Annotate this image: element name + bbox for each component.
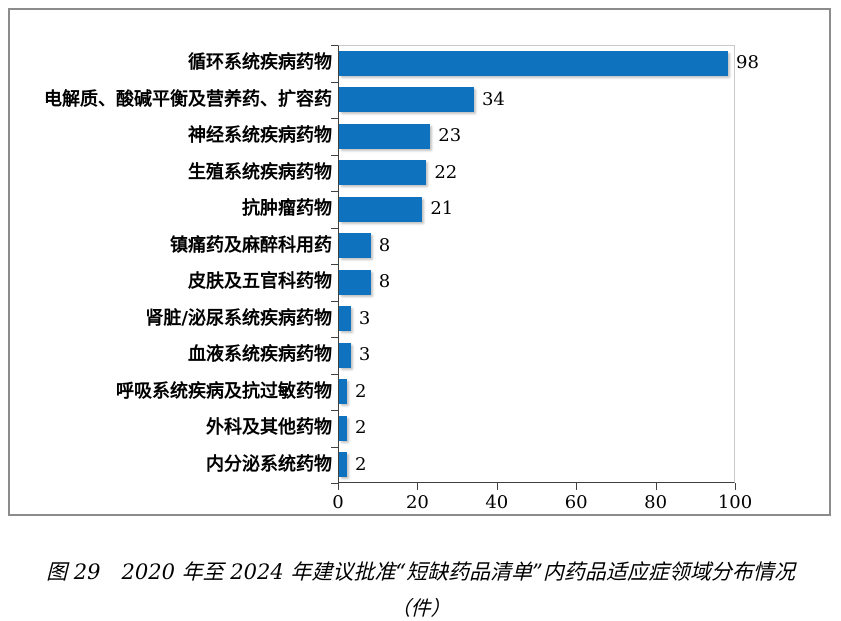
y-axis-tick — [331, 301, 338, 302]
bar-row: 肾脏/泌尿系统疾病药物 3 — [10, 301, 829, 338]
y-axis-tick — [331, 45, 338, 46]
y-axis-tick — [331, 374, 338, 375]
bar — [339, 415, 347, 441]
chart-frame: 循环系统疾病药物 98 电解质、酸碱平衡及营养药、扩容药 34 神经系统疾病药物 23 生殖… — [8, 8, 831, 516]
bar — [339, 379, 347, 405]
value-label: 8 — [378, 271, 391, 292]
y-axis-tick — [331, 118, 338, 119]
y-axis-tick — [331, 264, 338, 265]
category-label: 神经系统疾病药物 — [188, 125, 332, 146]
category-label: 外科及其他药物 — [206, 417, 332, 438]
category-label: 镇痛药及麻醉科用药 — [170, 234, 332, 256]
bar — [339, 233, 371, 259]
bar — [339, 123, 431, 149]
bar — [339, 269, 371, 295]
bar-row: 神经系统疾病药物 23 — [10, 118, 829, 155]
bar-row: 血液系统疾病药物 3 — [10, 337, 829, 374]
x-axis-tick — [417, 483, 419, 490]
y-axis-tick — [331, 191, 338, 192]
bar-row: 电解质、酸碱平衡及营养药、扩容药 34 — [10, 82, 829, 119]
x-tick-label: 20 — [405, 492, 429, 513]
plot-area — [338, 45, 735, 483]
category-label: 内分泌系统药物 — [206, 453, 332, 475]
bar — [339, 342, 351, 368]
x-axis-tick — [735, 483, 736, 490]
bar — [339, 160, 427, 186]
value-label: 8 — [378, 234, 391, 256]
category-label: 皮肤及五官科药物 — [188, 271, 332, 292]
x-axis-tick — [338, 483, 339, 490]
value-label: 34 — [481, 88, 505, 110]
value-label: 22 — [434, 161, 458, 183]
bar-row: 外科及其他药物 2 — [10, 410, 829, 447]
value-label: 98 — [736, 52, 759, 73]
x-tick-label: 100 — [717, 492, 753, 513]
y-axis-tick — [331, 82, 338, 83]
category-label: 抗肿瘤药物 — [242, 198, 332, 219]
figure-caption: 图 29 2020 年至 2024 年建议批准“短缺药品清单”内药品适应症领域分… — [46, 560, 795, 584]
x-axis-tick — [496, 483, 498, 490]
x-tick-label: 60 — [564, 492, 588, 513]
category-label: 肾脏/泌尿系统疾病药物 — [145, 307, 332, 329]
y-axis-tick — [331, 483, 338, 484]
bar — [339, 87, 474, 113]
y-axis-tick — [331, 410, 338, 411]
category-label: 电解质、酸碱平衡及营养药、扩容药 — [44, 88, 332, 110]
x-axis-tick — [576, 483, 578, 490]
value-label: 21 — [430, 198, 454, 219]
bar-row: 呼吸系统疾病及抗过敏药物 2 — [10, 374, 829, 411]
value-label: 2 — [354, 453, 367, 475]
value-label: 23 — [438, 125, 462, 146]
bar-row: 抗肿瘤药物 21 — [10, 191, 829, 228]
figure-caption-unit: （件） — [390, 596, 451, 620]
bar-row: 内分泌系统药物 2 — [10, 447, 829, 484]
x-axis-tick — [655, 483, 657, 490]
y-axis-tick — [331, 228, 338, 229]
category-label: 循环系统疾病药物 — [188, 52, 332, 73]
bar-row: 生殖系统疾病药物 22 — [10, 155, 829, 192]
bar — [339, 50, 729, 76]
y-axis-tick — [331, 155, 338, 156]
x-tick-label: 80 — [644, 492, 668, 513]
value-label: 2 — [354, 380, 367, 402]
y-axis-tick — [331, 447, 338, 448]
x-tick-label: 40 — [485, 492, 509, 513]
bar-row: 循环系统疾病药物 98 — [10, 45, 829, 82]
category-label: 呼吸系统疾病及抗过敏药物 — [116, 380, 332, 402]
bar — [339, 306, 351, 332]
bar-row: 镇痛药及麻醉科用药 8 — [10, 228, 829, 265]
bar — [339, 452, 347, 478]
value-label: 3 — [358, 344, 371, 365]
bar-row: 皮肤及五官科药物 8 — [10, 264, 829, 301]
bar — [339, 196, 423, 222]
y-axis-tick — [331, 337, 338, 338]
value-label: 2 — [354, 417, 367, 438]
category-label: 血液系统疾病药物 — [188, 344, 332, 365]
bar-rows: 循环系统疾病药物 98 电解质、酸碱平衡及营养药、扩容药 34 神经系统疾病药物 23 生殖… — [10, 45, 829, 483]
x-tick-label: 0 — [332, 492, 344, 513]
category-label: 生殖系统疾病药物 — [188, 161, 332, 183]
value-label: 3 — [358, 307, 371, 329]
